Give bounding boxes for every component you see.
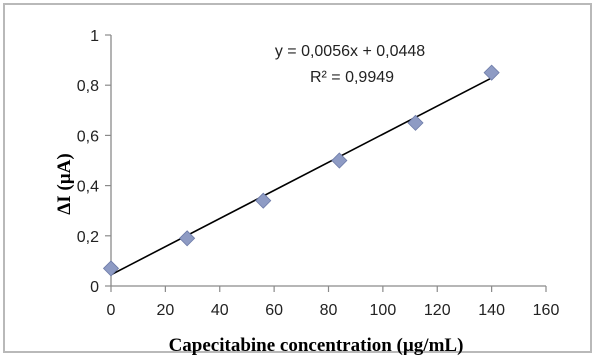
data-point xyxy=(407,114,424,131)
r-squared-label: R² = 0,9949 xyxy=(310,69,394,86)
x-tick-label: 120 xyxy=(424,302,451,319)
x-tick-label: 40 xyxy=(211,302,229,319)
data-point xyxy=(179,230,196,247)
axes xyxy=(105,34,547,292)
trendline-group xyxy=(110,77,492,276)
data-points xyxy=(102,64,500,277)
x-tick-label: 140 xyxy=(478,302,505,319)
x-tick-label: 60 xyxy=(265,302,283,319)
x-tick-label: 80 xyxy=(320,302,338,319)
x-axis-title: Capecitabine concentration (µg/mL) xyxy=(169,335,464,356)
x-tick-label: 160 xyxy=(533,302,560,319)
data-point xyxy=(483,64,500,81)
data-point xyxy=(102,260,120,277)
y-tick-label: 1 xyxy=(90,28,99,45)
x-tick-label: 100 xyxy=(370,302,397,319)
y-tick-label: 0 xyxy=(90,279,99,296)
x-tick-label: 20 xyxy=(156,302,174,319)
data-point xyxy=(255,192,272,209)
y-axis-title: ΔI (µA) xyxy=(54,153,75,214)
y-tick-label: 0,2 xyxy=(77,229,99,246)
chart-frame xyxy=(3,3,592,353)
trendline xyxy=(110,77,492,276)
trendline-equation: y = 0,0056x + 0,0448 xyxy=(275,43,425,60)
y-tick-label: 0,6 xyxy=(77,128,99,145)
y-tick-label: 0,4 xyxy=(77,179,99,196)
y-tick-label: 0,8 xyxy=(77,78,99,95)
tick-labels: 0 20 40 60 80 100 120 140 160 0 0,2 0,4 0,6 0,8 1 xyxy=(77,28,560,319)
data-point xyxy=(331,152,348,169)
x-tick-label: 0 xyxy=(107,302,116,319)
